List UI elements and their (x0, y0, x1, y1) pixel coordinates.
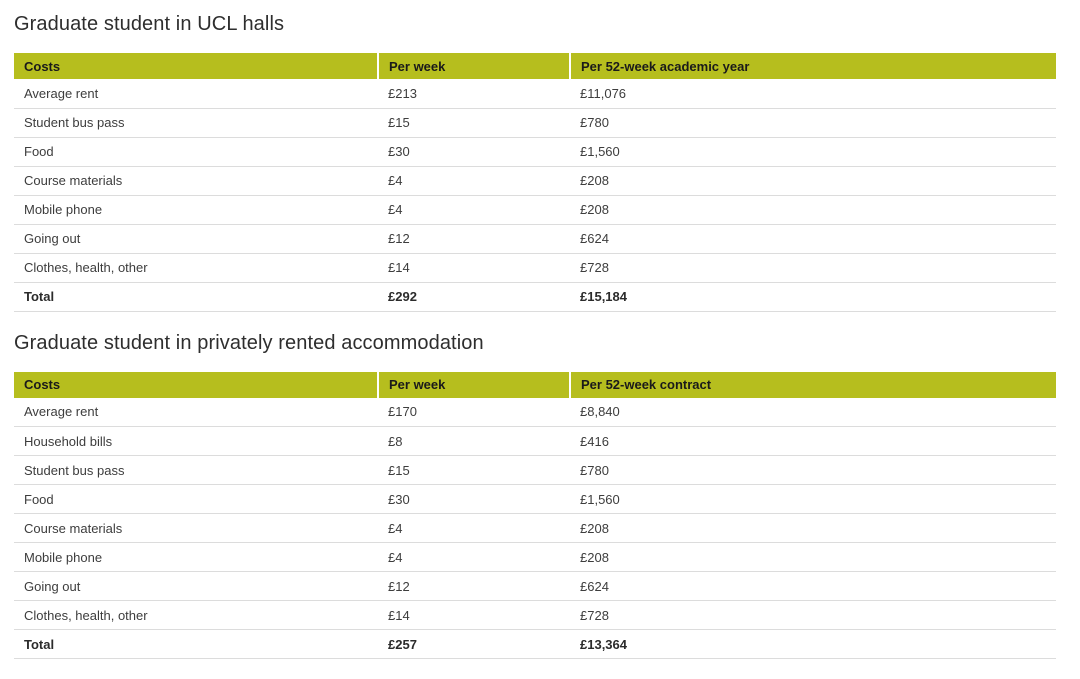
per-52-week-value-cell: £15,184 (570, 282, 1056, 312)
per-week-value-cell: £292 (378, 282, 570, 312)
column-header-per-week: Per week (377, 53, 570, 79)
per-52-week-value-cell: £780 (570, 455, 1056, 485)
per-52-week-value-cell: £416 (570, 426, 1056, 456)
per-week-value-cell: £8 (378, 426, 570, 456)
costs-table-private-rented: Costs Per week Per 52-week contract Aver… (14, 371, 1056, 659)
table-total-row: Total £292 £15,184 (14, 282, 1056, 312)
table-row: Going out £12 £624 (14, 571, 1056, 601)
page-title-private-rented: Graduate student in privately rented acc… (14, 331, 484, 354)
per-52-week-value-cell: £208 (570, 542, 1056, 572)
costs-table-ucl-halls: Costs Per week Per 52-week academic year… (14, 53, 1056, 312)
column-header-costs: Costs (14, 371, 378, 398)
per-52-week-value-cell: £728 (570, 600, 1056, 630)
column-header-per-52-week-contract: Per 52-week contract (569, 371, 1056, 398)
cost-label-cell: Clothes, health, other (14, 253, 378, 283)
cost-label-cell: Food (14, 484, 378, 514)
per-week-value-cell: £170 (378, 397, 570, 427)
cost-label-cell: Average rent (14, 79, 378, 109)
per-week-value-cell: £213 (378, 79, 570, 109)
table-row: Going out £12 £624 (14, 224, 1056, 254)
per-week-value-cell: £257 (378, 629, 570, 659)
per-week-value-cell: £15 (378, 108, 570, 138)
cost-label-cell: Mobile phone (14, 542, 378, 572)
column-header-costs: Costs (14, 53, 378, 79)
per-52-week-value-cell: £8,840 (570, 397, 1056, 427)
per-52-week-value-cell: £208 (570, 513, 1056, 543)
table-row: Food £30 £1,560 (14, 484, 1056, 514)
table-row: Student bus pass £15 £780 (14, 108, 1056, 138)
cost-label-cell: Total (14, 282, 378, 312)
cost-label-cell: Average rent (14, 397, 378, 427)
table-row: Clothes, health, other £14 £728 (14, 600, 1056, 630)
cost-label-cell: Household bills (14, 426, 378, 456)
per-52-week-value-cell: £13,364 (570, 629, 1056, 659)
per-52-week-value-cell: £728 (570, 253, 1056, 283)
per-week-value-cell: £12 (378, 224, 570, 254)
table-row: Mobile phone £4 £208 (14, 195, 1056, 225)
table-row: Food £30 £1,560 (14, 137, 1056, 167)
table-header-row: Costs Per week Per 52-week academic year (14, 53, 1056, 79)
cost-label-cell: Going out (14, 224, 378, 254)
per-week-value-cell: £4 (378, 166, 570, 196)
table-row: Course materials £4 £208 (14, 166, 1056, 196)
table-row: Mobile phone £4 £208 (14, 542, 1056, 572)
per-52-week-value-cell: £624 (570, 571, 1056, 601)
table-header-row: Costs Per week Per 52-week contract (14, 371, 1056, 398)
table-row: Average rent £170 £8,840 (14, 397, 1056, 427)
table-total-row: Total £257 £13,364 (14, 629, 1056, 659)
per-week-value-cell: £15 (378, 455, 570, 485)
per-52-week-value-cell: £624 (570, 224, 1056, 254)
table-row: Average rent £213 £11,076 (14, 79, 1056, 109)
section-private-rented: Graduate student in privately rented acc… (14, 331, 1056, 659)
cost-label-cell: Mobile phone (14, 195, 378, 225)
page-title-ucl-halls: Graduate student in UCL halls (14, 13, 285, 35)
table-row: Household bills £8 £416 (14, 426, 1056, 456)
column-header-per-52-week-academic-year: Per 52-week academic year (569, 53, 1056, 79)
per-week-value-cell: £30 (378, 484, 570, 514)
table-row: Course materials £4 £208 (14, 513, 1056, 543)
cost-label-cell: Course materials (14, 166, 378, 196)
per-52-week-value-cell: £208 (570, 166, 1056, 196)
cost-label-cell: Student bus pass (14, 455, 378, 485)
per-week-value-cell: £4 (378, 513, 570, 543)
per-52-week-value-cell: £1,560 (570, 484, 1056, 514)
per-week-value-cell: £4 (378, 195, 570, 225)
per-52-week-value-cell: £208 (570, 195, 1056, 225)
table-row: Student bus pass £15 £780 (14, 455, 1056, 485)
column-header-per-week: Per week (377, 371, 570, 398)
per-week-value-cell: £4 (378, 542, 570, 572)
cost-label-cell: Clothes, health, other (14, 600, 378, 630)
cost-label-cell: Going out (14, 571, 378, 601)
per-52-week-value-cell: £11,076 (570, 79, 1056, 109)
table-row: Clothes, health, other £14 £728 (14, 253, 1056, 283)
per-week-value-cell: £12 (378, 571, 570, 601)
cost-label-cell: Student bus pass (14, 108, 378, 138)
cost-label-cell: Total (14, 629, 378, 659)
per-week-value-cell: £14 (378, 600, 570, 630)
cost-label-cell: Food (14, 137, 378, 167)
section-ucl-halls: Graduate student in UCL halls Costs Per … (14, 13, 1056, 312)
cost-label-cell: Course materials (14, 513, 378, 543)
per-52-week-value-cell: £1,560 (570, 137, 1056, 167)
per-52-week-value-cell: £780 (570, 108, 1056, 138)
per-week-value-cell: £14 (378, 253, 570, 283)
per-week-value-cell: £30 (378, 137, 570, 167)
